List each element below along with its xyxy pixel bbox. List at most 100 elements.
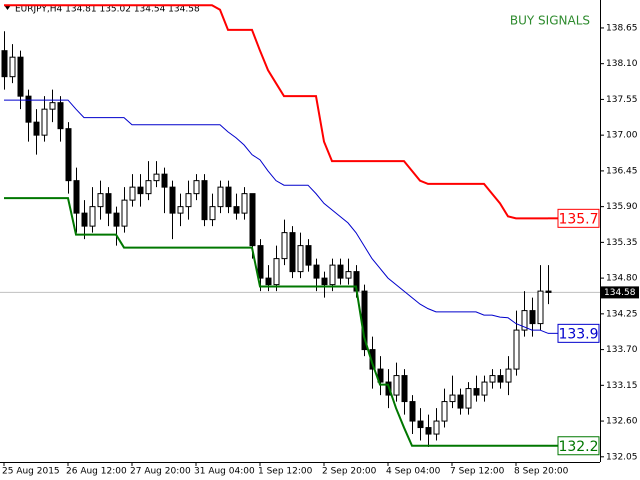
candle-body <box>449 394 456 403</box>
y-tick-label: 134.25 <box>606 309 638 319</box>
candle-body <box>289 232 296 273</box>
candle-body <box>529 310 536 325</box>
candle-body <box>433 420 440 435</box>
candle-body <box>497 375 504 383</box>
candle-body <box>41 108 48 136</box>
menu-icon <box>4 5 11 10</box>
candle-body <box>201 180 208 221</box>
candle-body <box>321 277 328 286</box>
candle-body <box>537 290 544 325</box>
y-tick-label: 132.05 <box>606 452 638 462</box>
candle-body <box>513 329 520 370</box>
candle-body <box>153 173 160 182</box>
candle-body <box>441 401 448 422</box>
candle-body <box>1 50 8 78</box>
y-tick-label: 138.65 <box>606 23 638 33</box>
candle-body <box>473 388 480 396</box>
candle-body <box>17 56 24 97</box>
candle-body <box>89 206 96 227</box>
indicator-line <box>4 4 548 220</box>
x-tick-label: 31 Aug 04:00 <box>194 467 255 477</box>
y-tick-label: 133.15 <box>606 381 638 391</box>
candle-body <box>49 102 56 110</box>
candle-body <box>145 180 152 195</box>
end-label: 133.9 <box>558 326 598 342</box>
candle-body <box>377 368 384 383</box>
candle-body <box>9 56 16 78</box>
y-tick-label: 137.00 <box>606 131 638 141</box>
candle-body <box>105 193 112 214</box>
x-tick-label: 8 Sep 20:00 <box>514 467 569 477</box>
y-tick-label: 138.10 <box>606 59 638 69</box>
candle-body <box>65 128 72 182</box>
candle-body <box>209 206 216 221</box>
candle-body <box>393 375 400 396</box>
candle-body <box>73 180 80 214</box>
candle-body <box>489 375 496 383</box>
annotation: BUY SIGNALS <box>510 14 590 28</box>
candle-body <box>417 420 424 429</box>
candle-body <box>457 394 464 409</box>
candle-body <box>169 186 176 214</box>
candle-body <box>465 388 472 409</box>
candle-body <box>57 102 64 130</box>
end-label-box <box>557 208 600 228</box>
x-tick-label: 2 Sep 20:00 <box>322 467 377 477</box>
candle-body <box>137 186 144 195</box>
candle-body <box>81 212 88 227</box>
candle-body <box>521 310 528 331</box>
x-tick-label: 4 Sep 04:00 <box>386 467 441 477</box>
header: EURJPY,H4 134.81 135.02 134.54 134.58 <box>15 5 200 15</box>
end-label-box <box>557 323 600 343</box>
y-tick-label: 135.90 <box>606 202 638 212</box>
candle-body <box>273 258 280 286</box>
y-tick-label: 136.45 <box>606 166 638 176</box>
x-tick-label: 1 Sep 12:00 <box>258 467 313 477</box>
end-label: 132.2 <box>558 439 598 455</box>
candle-body <box>281 232 288 260</box>
candle-body <box>225 186 232 208</box>
candle-body <box>129 186 136 201</box>
x-tick-label: 26 Aug 12:00 <box>66 467 127 477</box>
candle-body <box>97 193 104 208</box>
candle-body <box>241 193 248 214</box>
candle-body <box>305 245 312 266</box>
indicator-line <box>4 197 548 447</box>
y-tick-label: 133.70 <box>606 345 638 355</box>
x-tick-label: 27 Aug 20:00 <box>130 467 191 477</box>
y-tick-label: 134.80 <box>606 274 638 284</box>
y-tick-label: 137.55 <box>606 95 638 105</box>
indicator-line <box>4 99 549 334</box>
candle-body <box>25 95 32 123</box>
candle-body <box>121 199 128 227</box>
candle-body <box>113 212 120 227</box>
candle-body <box>265 277 272 286</box>
candle-body <box>337 264 344 279</box>
candle-body <box>401 375 408 403</box>
candle-body <box>345 271 352 279</box>
candle-body <box>217 186 224 208</box>
current-price-box <box>601 286 639 299</box>
candle-body <box>161 173 168 188</box>
candle-body <box>545 290 552 293</box>
candle-body <box>425 427 432 435</box>
candle-body <box>409 401 416 422</box>
candle-body <box>329 264 336 286</box>
end-label: 135.7 <box>558 211 598 227</box>
y-tick-label: 132.60 <box>606 417 638 427</box>
candle-body <box>249 193 256 247</box>
candle-body <box>505 368 512 383</box>
current-price-label: 134.58 <box>604 288 636 298</box>
candle-body <box>481 381 488 396</box>
candle-body <box>193 180 200 195</box>
candle-body <box>233 206 240 214</box>
candle-body <box>257 245 264 279</box>
candle-body <box>297 245 304 273</box>
y-tick-label: 135.35 <box>606 238 638 248</box>
candle-body <box>33 121 40 136</box>
candle-body <box>177 206 184 214</box>
x-tick-label: 25 Aug 2015 <box>2 467 60 477</box>
x-tick-label: 7 Sep 12:00 <box>450 467 505 477</box>
